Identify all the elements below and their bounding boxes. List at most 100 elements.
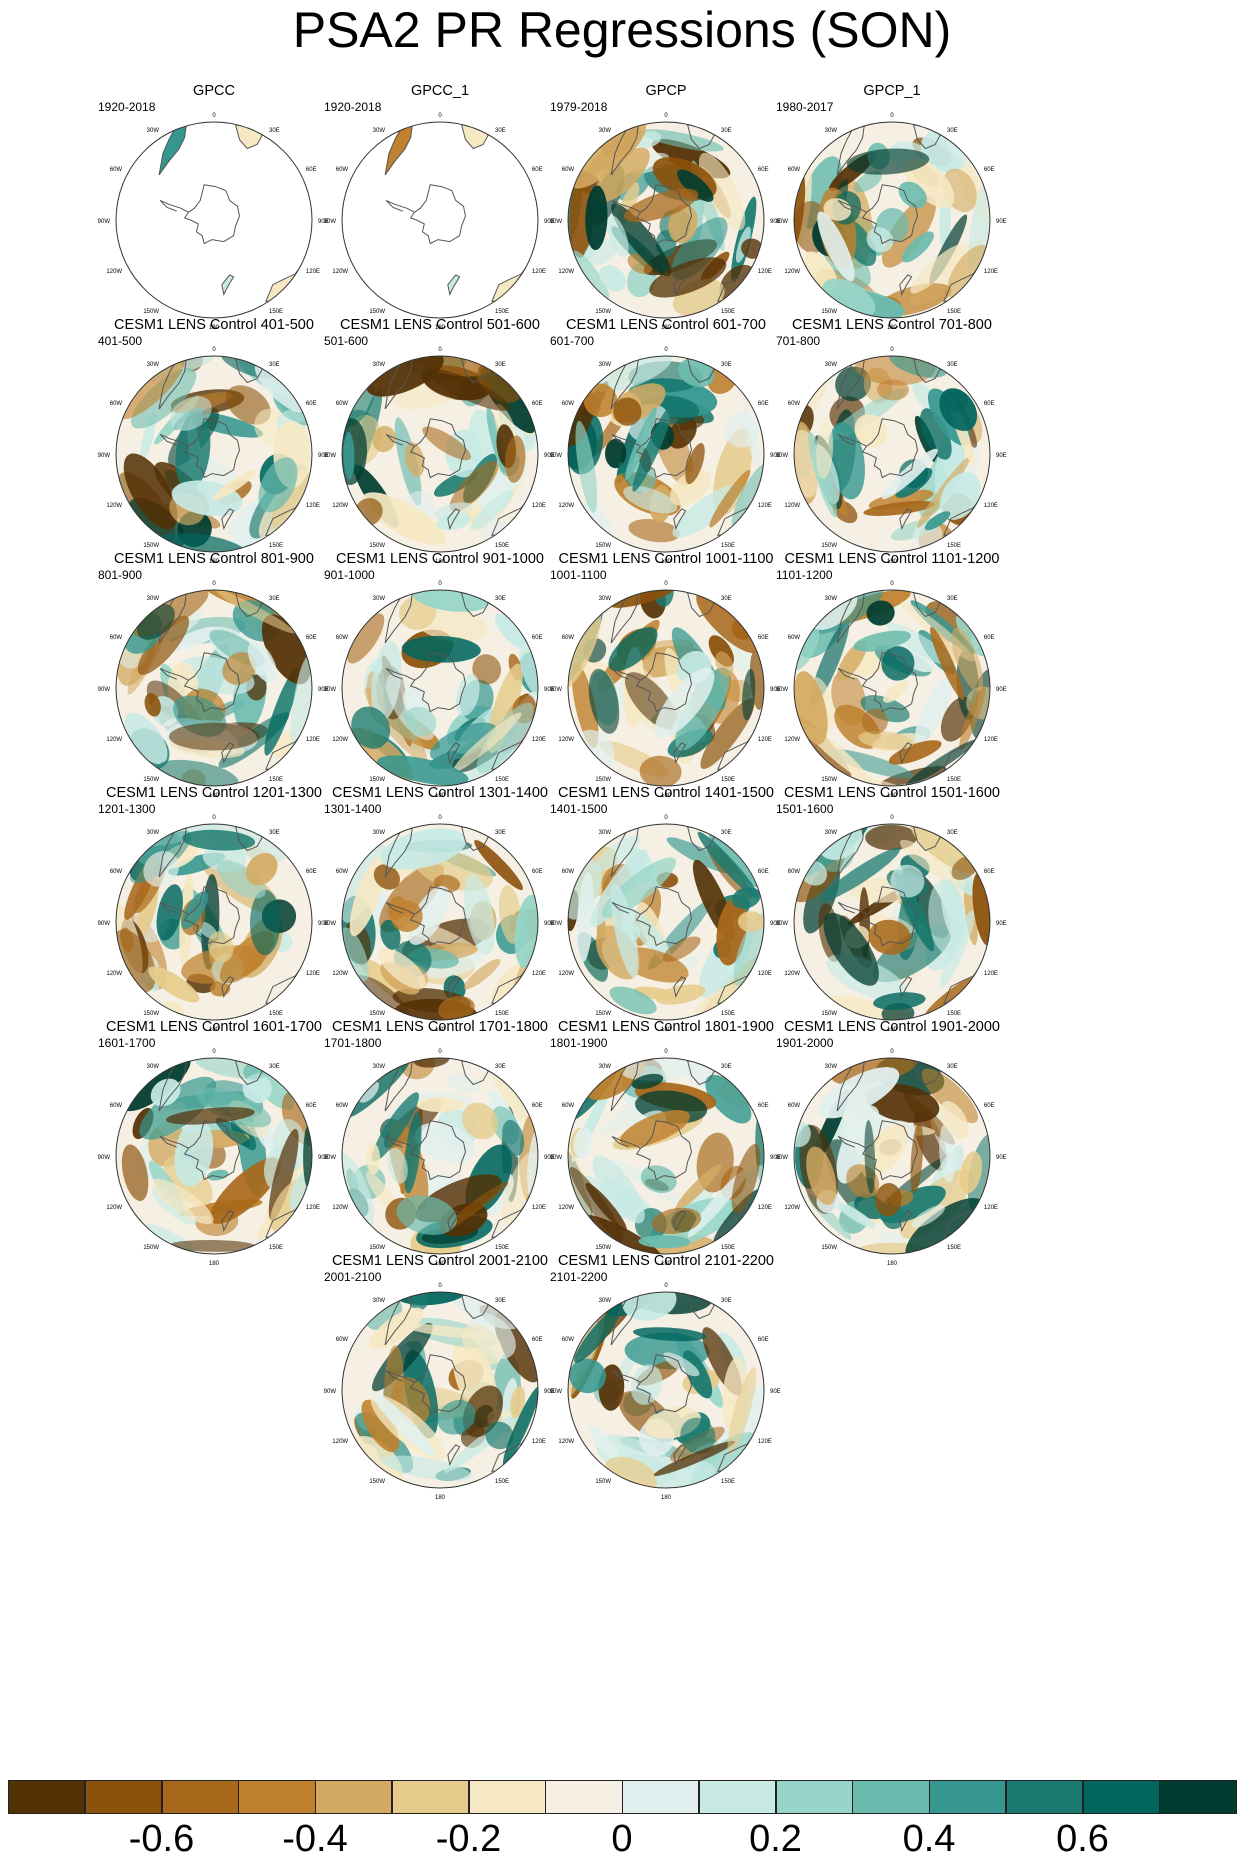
field-contour-patch: [621, 1059, 698, 1081]
longitude-label: 60W: [788, 635, 801, 641]
field-contour-patch: [881, 195, 937, 268]
field-contour-patch: [606, 215, 629, 258]
map-panel: 0 30E 60E 90E 120E 150E 180 150W 120W 90W 60W 30W CE…: [762, 784, 1022, 1054]
field-contour-patch: [873, 992, 926, 1010]
field-contour-patch: [608, 627, 658, 672]
panel-title: CESM1 LENS Control 901-1000: [336, 551, 544, 567]
longitude-label: 150E: [721, 1011, 735, 1017]
longitude-label: 120E: [984, 971, 998, 977]
field-contour-patch: [925, 977, 975, 1017]
field-contour-patch: [366, 356, 444, 397]
longitude-label: 180: [435, 325, 446, 331]
field-contour-patch: [955, 614, 986, 657]
longitude-label: 180: [209, 1261, 220, 1267]
longitude-label: 120W: [784, 503, 800, 509]
longitude-label: 180: [209, 559, 220, 565]
longitude-label: 60E: [984, 869, 995, 875]
colorbar-tick-label: -0.4: [282, 1818, 348, 1860]
longitude-label: 180: [435, 1261, 446, 1267]
longitude-label: 90W: [98, 921, 111, 927]
longitude-label: 30E: [721, 1298, 732, 1304]
longitude-label: 60E: [306, 167, 317, 173]
field-contour-patch: [463, 958, 501, 990]
longitude-label: 90W: [550, 921, 563, 927]
longitude-label: 120W: [106, 269, 122, 275]
longitude-label: 60E: [306, 1103, 317, 1109]
longitude-label: 60E: [984, 635, 995, 641]
field-contour-patch: [569, 1167, 624, 1242]
field-contour-patch: [504, 435, 526, 483]
longitude-label: 30W: [373, 128, 386, 134]
longitude-label: 90W: [324, 219, 337, 225]
longitude-label: 180: [209, 1027, 220, 1033]
longitude-label: 90E: [544, 1155, 555, 1161]
longitude-label: 150E: [495, 777, 509, 783]
field-contour-patch: [258, 457, 298, 513]
longitude-label: 60E: [306, 401, 317, 407]
panel-period: 1501-1600: [776, 802, 834, 816]
regression-field: [116, 590, 312, 786]
field-contour-patch: [175, 412, 211, 491]
field-contour-patch: [651, 1207, 702, 1235]
longitude-label: 0: [890, 1049, 894, 1055]
map-boundary: [341, 589, 539, 787]
field-contour-patch: [737, 911, 764, 933]
longitude-label: 150W: [595, 777, 611, 783]
land-field-patch: [491, 263, 530, 302]
field-contour-patch: [910, 1122, 924, 1194]
panel-title: CESM1 LENS Control 1901-2000: [783, 1019, 1000, 1035]
longitude-label: 150W: [821, 1011, 837, 1017]
map-panel: 0 30E 60E 90E 120E 150E 180 150W 120W 90W 60W 30W CE…: [536, 316, 796, 586]
field-contour-patch: [242, 1074, 272, 1104]
longitude-label: 60E: [532, 635, 543, 641]
colorbar-tick-label: -0.6: [128, 1818, 195, 1860]
field-contour-patch: [369, 1307, 424, 1350]
longitude-label: 150W: [143, 1245, 159, 1251]
panel-title: CESM1 LENS Control 1801-1900: [557, 1019, 774, 1035]
longitude-label: 180: [661, 325, 672, 331]
longitude-label: 30E: [495, 830, 506, 836]
map-boundary: [341, 355, 539, 553]
longitude-label: 30E: [495, 1298, 506, 1304]
panel-title: CESM1 LENS Control 501-600: [340, 317, 540, 333]
polar-map: 0 30E 60E 90E 120E 150E 180 150W 120W 90W 60W 30W: [550, 1283, 781, 1501]
regression-field: [568, 1058, 764, 1254]
field-contour-patch: [910, 244, 964, 294]
field-contour-patch: [731, 1143, 761, 1215]
longitude-label: 120E: [532, 737, 546, 743]
colorbar-tick-label: 0.2: [749, 1818, 802, 1860]
longitude-label: 90W: [776, 1155, 789, 1161]
longitude-label: 60E: [532, 1337, 543, 1343]
field-contour-patch: [951, 627, 984, 692]
polar-map: 0 30E 60E 90E 120E 150E 180 150W 120W 90W 60W 30W: [98, 113, 329, 331]
longitude-label: 60E: [532, 401, 543, 407]
field-contour-patch: [625, 1454, 669, 1471]
field-contour-patch: [140, 413, 156, 462]
longitude-label: 60E: [758, 1337, 769, 1343]
longitude-label: 30E: [495, 128, 506, 134]
panel-title: CESM1 LENS Control 1001-1100: [558, 551, 774, 567]
field-contour-patch: [215, 1117, 251, 1147]
longitude-label: 120W: [332, 1205, 348, 1211]
field-contour-patch: [881, 448, 938, 500]
polar-map: 0 30E 60E 90E 120E 150E 180 150W 120W 90W 60W 30W: [776, 113, 1007, 331]
field-contour-patch: [592, 1155, 645, 1224]
longitude-label: 90E: [544, 453, 555, 459]
field-contour-patch: [920, 408, 952, 460]
longitude-label: 150E: [495, 1479, 509, 1485]
field-contour-patch: [401, 635, 481, 663]
longitude-label: 150W: [595, 309, 611, 315]
longitude-label: 30E: [947, 128, 958, 134]
colorbar-swatch: [1005, 1780, 1083, 1814]
longitude-label: 60E: [758, 635, 769, 641]
field-contour-patch: [413, 1058, 450, 1068]
regression-field: [116, 824, 312, 1020]
map-boundary: [793, 121, 991, 319]
longitude-label: 180: [887, 325, 898, 331]
field-contour-patch: [494, 613, 525, 648]
longitude-label: 60W: [788, 167, 801, 173]
field-contour-patch: [890, 864, 925, 898]
field-contour-patch: [693, 984, 742, 1020]
longitude-label: 90W: [776, 687, 789, 693]
longitude-label: 180: [661, 793, 672, 799]
